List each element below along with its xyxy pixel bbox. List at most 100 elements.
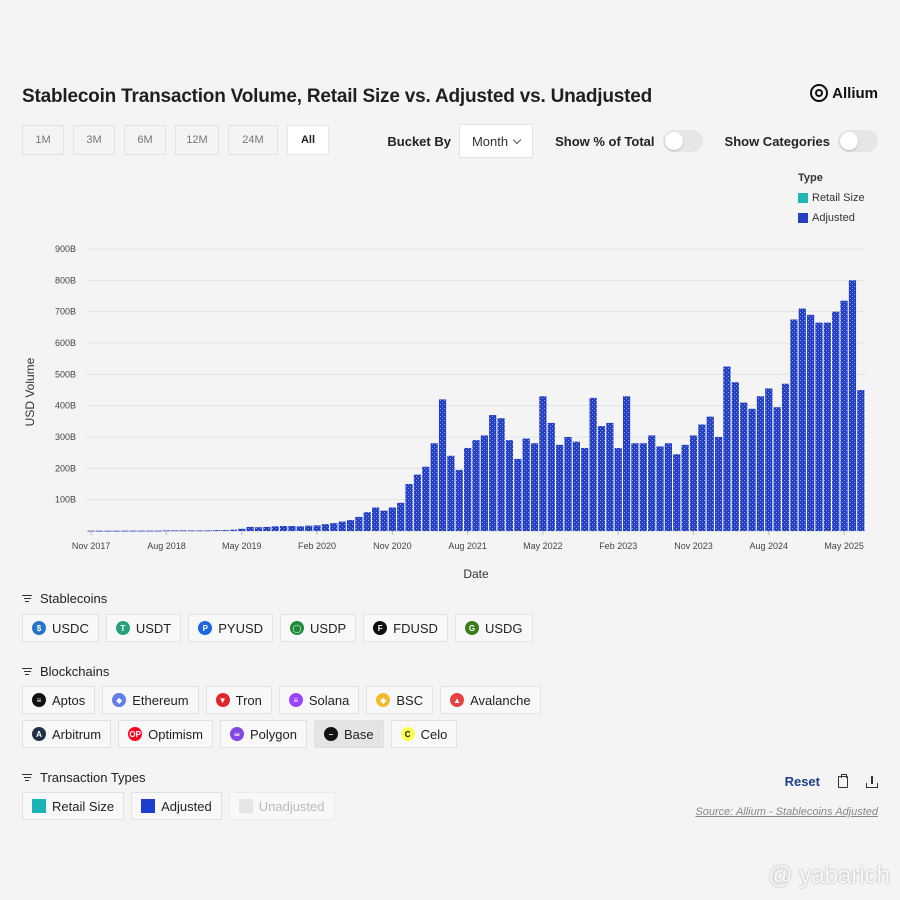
- y-tick-label: 200B: [55, 463, 76, 473]
- stablecoin-chip-pyusd[interactable]: P PYUSD: [188, 614, 274, 642]
- bucket-by-select[interactable]: Month: [458, 124, 534, 158]
- ethereum-icon: ◆: [112, 693, 127, 707]
- show-categories-label: Show Categories: [724, 133, 830, 149]
- range-12m-button[interactable]: 12M: [175, 125, 219, 155]
- bar-adjusted: [254, 527, 263, 531]
- chip-label: USDP: [310, 620, 347, 636]
- blockchain-chip-aptos[interactable]: ≡ Aptos: [22, 686, 96, 714]
- bar-adjusted: [564, 437, 572, 531]
- bar-adjusted: [522, 438, 530, 531]
- bar-adjusted: [656, 446, 664, 531]
- filter-icon: [22, 667, 32, 676]
- clipboard-icon[interactable]: [838, 773, 848, 788]
- range-6m-button[interactable]: 6M: [124, 125, 166, 155]
- stablecoin-chip-usdg[interactable]: G USDG: [454, 614, 533, 642]
- bar-adjusted: [589, 397, 597, 531]
- optimism-icon: OP: [128, 727, 143, 741]
- reset-button[interactable]: Reset: [784, 774, 820, 789]
- bar-adjusted: [756, 396, 765, 531]
- bar-adjusted: [547, 422, 555, 531]
- bar-adjusted: [606, 422, 614, 531]
- bar-adjusted: [271, 526, 279, 531]
- blockchain-chip-base[interactable]: – Base: [314, 720, 384, 748]
- bar-adjusted: [171, 530, 179, 532]
- range-3m-button[interactable]: 3M: [73, 125, 115, 155]
- blockchain-chip-optimism[interactable]: OP Optimism: [118, 720, 214, 748]
- chip-label: Ethereum: [132, 692, 189, 708]
- range-all-button[interactable]: All: [287, 125, 329, 155]
- fdusd-icon: F: [373, 621, 388, 635]
- stablecoin-chip-usdp[interactable]: ◯ USDP: [280, 614, 357, 642]
- stablecoin-chip-fdusd[interactable]: F FDUSD: [363, 614, 448, 642]
- type-chip-unadjusted[interactable]: Unadjusted: [228, 792, 335, 820]
- blockchain-chip-polygon[interactable]: ∞ Polygon: [220, 720, 307, 748]
- blockchain-chip-ethereum[interactable]: ◆ Ethereum: [102, 686, 199, 714]
- blockchain-chip-celo[interactable]: C Celo: [390, 720, 458, 748]
- watermark: @ yabarich: [768, 862, 890, 890]
- x-tick-label: Aug 2021: [448, 541, 487, 551]
- blockchain-chip-avalanche[interactable]: ▲ Avalanche: [440, 686, 541, 714]
- x-tick-label: May 2019: [222, 541, 262, 551]
- bucket-by-value: Month: [471, 133, 509, 149]
- legend-item-adjusted[interactable]: Adjusted: [798, 212, 865, 224]
- range-1m-button[interactable]: 1M: [22, 125, 64, 155]
- bar-adjusted: [196, 530, 204, 532]
- type-chip-retail-size[interactable]: Retail Size: [22, 792, 125, 820]
- chip-label: Base: [344, 726, 374, 742]
- bar-adjusted: [422, 466, 430, 531]
- show-categories-toggle[interactable]: [838, 130, 878, 152]
- bar-adjusted: [723, 366, 731, 531]
- bar-adjusted: [572, 441, 580, 531]
- bar-adjusted: [631, 443, 639, 531]
- blockchains-section-title: Blockchains: [22, 664, 109, 679]
- bar-adjusted: [313, 525, 321, 531]
- bar-adjusted: [372, 507, 380, 531]
- bar-adjusted: [715, 437, 723, 531]
- y-tick-label: 300B: [55, 432, 76, 442]
- bar-adjusted: [823, 322, 831, 531]
- bar-adjusted: [430, 443, 438, 531]
- watermark-text: @ yabarich: [768, 862, 890, 889]
- avalanche-icon: ▲: [450, 693, 465, 707]
- pyusd-icon: P: [198, 621, 213, 635]
- bar-adjusted: [539, 396, 547, 531]
- x-axis-title: Date: [463, 567, 489, 581]
- download-icon[interactable]: [866, 775, 878, 788]
- bar-adjusted: [179, 530, 187, 532]
- blockchain-chip-tron[interactable]: ▼ Tron: [205, 686, 272, 714]
- bar-adjusted: [497, 418, 505, 531]
- bar-adjusted: [689, 435, 698, 531]
- bar-adjusted: [346, 520, 355, 531]
- usdt-icon: T: [115, 621, 130, 635]
- brand-logo: Allium: [810, 84, 878, 102]
- bar-adjusted: [807, 314, 815, 531]
- chip-label: Aptos: [52, 692, 86, 708]
- show-pct-toggle[interactable]: [662, 130, 703, 152]
- blockchain-chip-bsc[interactable]: ◆ BSC: [366, 686, 434, 714]
- type-chip-adjusted[interactable]: Adjusted: [131, 792, 222, 820]
- stablecoins-section-title: Stablecoins: [22, 591, 107, 606]
- legend-item-retail[interactable]: Retail Size: [798, 192, 865, 204]
- y-tick-label: 500B: [55, 369, 76, 379]
- types-section-title: Transaction Types: [22, 770, 146, 785]
- blockchain-chip-solana[interactable]: ≡ Solana: [278, 686, 360, 714]
- chip-label: Tron: [235, 692, 262, 708]
- x-tick-label: Feb 2020: [298, 541, 336, 551]
- bar-adjusted: [204, 530, 212, 532]
- chart-legend: Type Retail Size Adjusted: [798, 172, 865, 232]
- range-24m-button[interactable]: 24M: [228, 125, 278, 155]
- stablecoin-chip-usdc[interactable]: $ USDC: [22, 614, 99, 642]
- blockchain-chip-arbitrum[interactable]: A Arbitrum: [22, 720, 112, 748]
- bar-adjusted: [848, 280, 857, 531]
- x-tick-label: Aug 2018: [147, 541, 186, 551]
- stablecoin-chip-usdt[interactable]: T USDT: [105, 614, 182, 642]
- bar-adjusted: [129, 530, 137, 532]
- bar-adjusted: [112, 530, 120, 532]
- bar-adjusted: [380, 510, 388, 531]
- bar-adjusted: [832, 311, 840, 531]
- source-link[interactable]: Source: Allium - Stablecoins Adjusted: [695, 806, 878, 818]
- aptos-icon: ≡: [32, 693, 46, 707]
- blockchain-chips-row1: ≡ Aptos ◆ Ethereum ▼ Tron ≡ Solana ◆ BSC ▲ Avalanch…: [22, 686, 541, 714]
- bar-adjusted: [781, 383, 790, 531]
- bar-adjusted: [162, 530, 171, 532]
